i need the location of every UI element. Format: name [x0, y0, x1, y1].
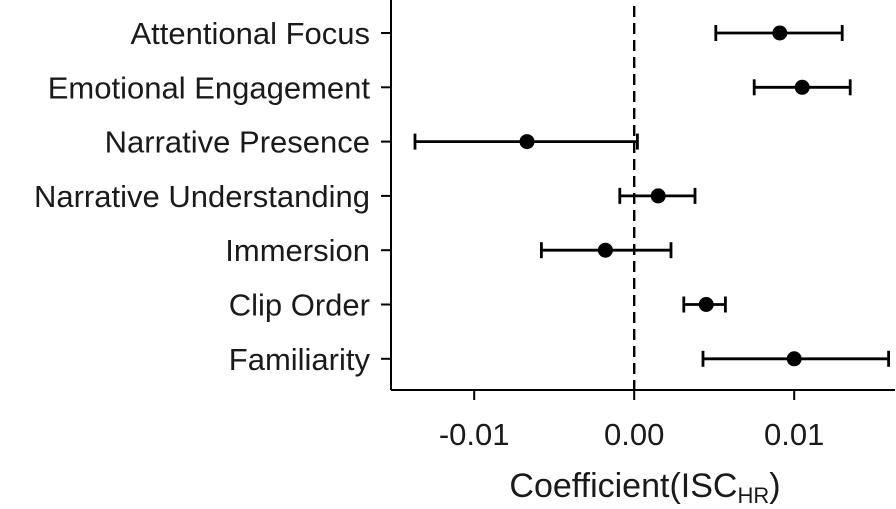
coefficient-point	[597, 242, 613, 258]
coefficient-point	[650, 188, 666, 204]
coefficient-row	[714, 25, 844, 41]
category-label: Emotional Engagement	[48, 70, 371, 105]
y-axis-ticks	[381, 32, 391, 360]
x-axis-tick-labels: -0.01 0.00 0.01	[439, 417, 825, 452]
coefficient-point	[794, 79, 810, 95]
x-axis-title-main: Coefficient(ISC	[509, 467, 737, 505]
category-label: Immersion	[225, 233, 370, 268]
coefficient-row	[540, 242, 673, 259]
coefficient-point	[772, 25, 788, 41]
category-label: Familiarity	[229, 342, 371, 377]
coefficient-point	[786, 351, 802, 367]
coefficient-row	[413, 133, 639, 150]
x-axis-title-close: )	[769, 467, 780, 505]
category-label: Narrative Understanding	[34, 179, 370, 214]
category-labels: Attentional Focus Emotional Engagement Nar…	[34, 16, 371, 377]
category-label: Attentional Focus	[130, 16, 370, 51]
coefficient-point	[698, 297, 714, 312]
x-axis-title: Coefficient(ISCHR)	[509, 467, 780, 508]
x-axis-ticks	[473, 390, 796, 400]
coefficient-row	[701, 350, 890, 367]
x-tick-label: -0.01	[439, 417, 510, 452]
coefficient-point	[519, 134, 535, 150]
category-label: Narrative Presence	[105, 125, 370, 160]
coefficient-row	[618, 187, 697, 204]
x-axis-title-subscript: HR	[737, 483, 769, 508]
category-label: Clip Order	[229, 288, 370, 323]
x-tick-label: 0.00	[604, 417, 664, 452]
coefficient-marks	[413, 25, 890, 367]
x-tick-label: 0.01	[764, 417, 824, 452]
coefficient-row	[752, 79, 852, 96]
coefficient-row	[682, 296, 727, 313]
